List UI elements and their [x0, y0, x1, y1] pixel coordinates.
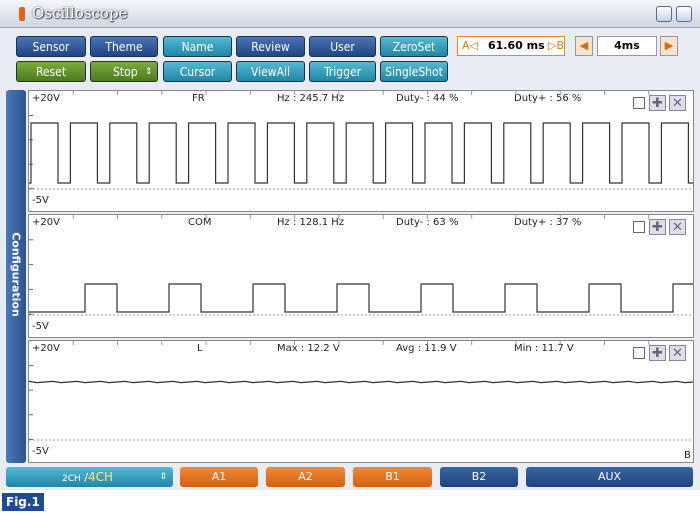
- channel-name: L: [197, 343, 203, 354]
- title-bar: Oscilloscope: [0, 0, 700, 28]
- button-label: Cursor: [179, 65, 216, 79]
- restore-button[interactable]: [656, 6, 672, 22]
- zoom-button[interactable]: ✚: [649, 219, 666, 235]
- reading: Duty- : 63 %: [396, 217, 459, 228]
- toolbar-button[interactable]: Theme: [90, 36, 158, 57]
- window-title: Oscilloscope: [32, 4, 128, 22]
- app-icon: [19, 7, 25, 21]
- cursor-value: 61.60 ms: [488, 39, 545, 52]
- close-button[interactable]: ✕: [669, 345, 686, 361]
- channel-tab[interactable]: A1: [180, 467, 258, 487]
- waveform-area: [29, 341, 693, 441]
- button-label: Reset: [35, 65, 67, 79]
- toolbar-button[interactable]: Cursor: [163, 61, 232, 82]
- zoom-button[interactable]: ✚: [649, 345, 666, 361]
- reading: Hz : 245.7 Hz: [277, 93, 345, 104]
- toolbar-button[interactable]: Name: [163, 36, 232, 57]
- waveform: [29, 122, 693, 184]
- range-top: +20V: [32, 217, 60, 228]
- cursor-a[interactable]: A◁: [462, 39, 478, 52]
- channel-tab[interactable]: B2: [440, 467, 518, 487]
- time-increase[interactable]: ▶: [660, 36, 678, 56]
- mode-primary: 2CH: [62, 474, 81, 484]
- waveform-area: [29, 91, 693, 190]
- channel-tab[interactable]: A2: [266, 467, 345, 487]
- close-button[interactable]: ✕: [669, 95, 686, 111]
- cursor-marker: B: [684, 450, 691, 461]
- toolbar-button[interactable]: ViewAll: [236, 61, 305, 82]
- button-label: Trigger: [323, 65, 362, 79]
- channel-panel: +20V -5V L Max : 12.2 V Avg : 11.9 V Min : 11…: [28, 340, 694, 463]
- toolbar-button[interactable]: SingleShot: [380, 61, 448, 82]
- cursor-b-label: B: [556, 39, 565, 52]
- range-bottom: -5V: [32, 321, 49, 332]
- spin-arrows: ⇕: [145, 67, 152, 77]
- button-label: ViewAll: [251, 65, 290, 79]
- toolbar-button[interactable]: Stop ⇕: [90, 61, 158, 82]
- figure-label: Fig.1: [2, 493, 44, 511]
- waveform: [29, 283, 693, 313]
- cursor-a-label: A: [462, 39, 470, 52]
- range-top: +20V: [32, 343, 60, 354]
- channel-panel: +20V -5V FR Hz : 245.7 Hz Duty- : 44 % Duty+ …: [28, 90, 694, 212]
- reading: Min : 11.7 V: [514, 343, 574, 354]
- time-division: 4ms: [597, 36, 657, 56]
- toolbar-button[interactable]: User Setting: [309, 36, 376, 75]
- reading: Max : 12.2 V: [277, 343, 340, 354]
- reading: Duty- : 44 %: [396, 93, 459, 104]
- select-checkbox[interactable]: [633, 97, 645, 109]
- mode-secondary: 4CH: [88, 470, 114, 484]
- channel-name: FR: [192, 93, 205, 104]
- channel-panel: +20V -5V COM Hz : 128.1 Hz Duty- : 63 % Duty+…: [28, 214, 694, 338]
- select-arrows: ⇕: [159, 472, 167, 482]
- button-label: Stop: [113, 65, 138, 79]
- button-label: SingleShot: [385, 65, 443, 79]
- button-label: Review: [251, 40, 290, 54]
- time-decrease[interactable]: ◀: [575, 36, 593, 56]
- toolbar-button[interactable]: Sensor: [16, 36, 86, 57]
- channel-name: COM: [188, 217, 212, 228]
- toolbar-button[interactable]: Reset: [16, 61, 86, 82]
- button-label: ZeroSet: [392, 40, 436, 54]
- cursor-box: A◁ 61.60 ms ▷B: [457, 36, 565, 56]
- reading: Duty+ : 37 %: [514, 217, 582, 228]
- button-label: Theme: [105, 40, 143, 54]
- close-button[interactable]: ✕: [669, 219, 686, 235]
- button-label: Name: [181, 40, 214, 54]
- toolbar-button[interactable]: ZeroSet: [380, 36, 448, 57]
- range-bottom: -5V: [32, 446, 49, 457]
- zoom-button[interactable]: ✚: [649, 95, 666, 111]
- waveform-area: [29, 215, 693, 316]
- configuration-label: Configuration: [9, 232, 23, 317]
- range-bottom: -5V: [32, 195, 49, 206]
- channel-tab[interactable]: AUX: [526, 467, 693, 487]
- waveform: [29, 380, 693, 384]
- cursor-b[interactable]: ▷B: [548, 39, 565, 52]
- menu-button[interactable]: [676, 6, 692, 22]
- range-top: +20V: [32, 93, 60, 104]
- select-checkbox[interactable]: [633, 221, 645, 233]
- configuration-tab[interactable]: Configuration: [6, 90, 26, 463]
- channel-tab[interactable]: B1: [353, 467, 432, 487]
- button-label: Sensor: [32, 40, 70, 54]
- reading: Duty+ : 56 %: [514, 93, 582, 104]
- toolbar-button[interactable]: Review: [236, 36, 305, 57]
- mode-separator: /: [84, 471, 88, 484]
- select-checkbox[interactable]: [633, 347, 645, 359]
- reading: Hz : 128.1 Hz: [277, 217, 345, 228]
- channel-mode-select[interactable]: 2CH /4CH ⇕: [6, 467, 173, 487]
- reading: Avg : 11.9 V: [396, 343, 457, 354]
- toolbar-button[interactable]: Trigger: [309, 61, 376, 82]
